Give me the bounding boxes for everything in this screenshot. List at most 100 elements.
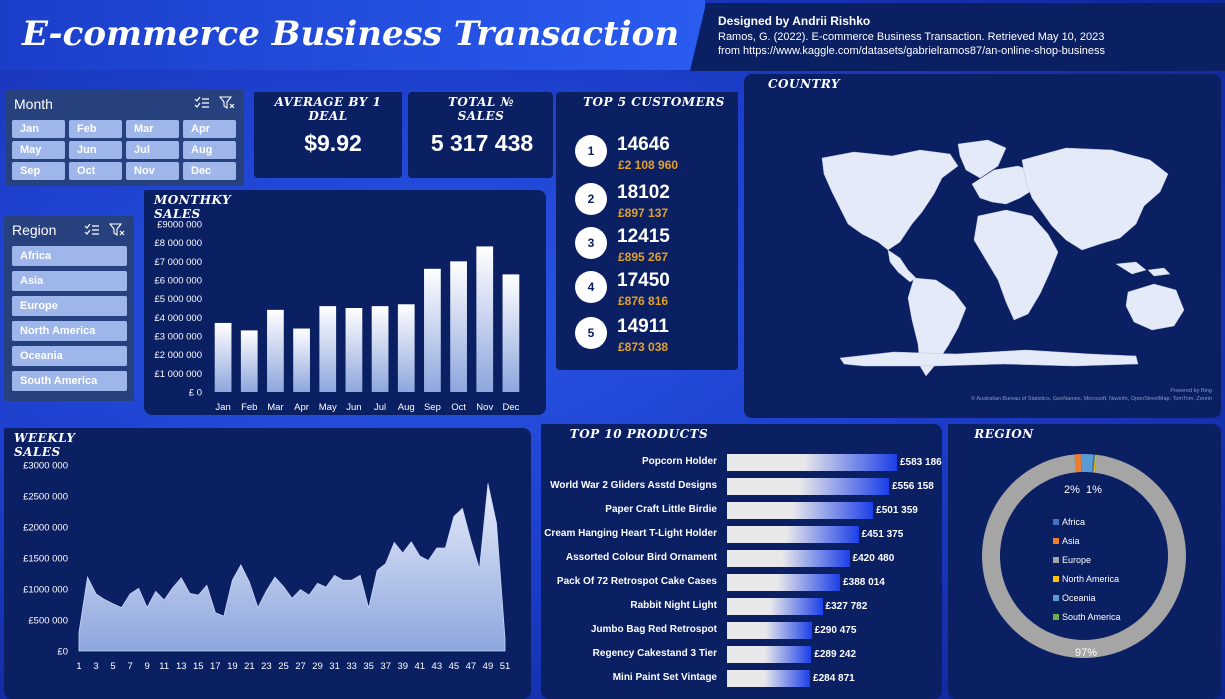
monthly-bar-apr[interactable] [293, 328, 310, 392]
month-button-jun[interactable]: Jun [69, 141, 122, 159]
monthly-x-tick: Sep [424, 402, 441, 413]
product-value: £388 014 [843, 577, 885, 588]
map-attribution: © Australian Bureau of Statistics, GeoNa… [971, 395, 1212, 402]
monthly-x-tick: Oct [451, 402, 466, 413]
product-name: Popcorn Holder [641, 456, 717, 467]
customer-id: 12415 [617, 226, 670, 247]
region-slice-asia[interactable] [1074, 454, 1082, 473]
region-slice-south-america[interactable] [1092, 454, 1096, 473]
month-button-dec[interactable]: Dec [183, 162, 236, 180]
product-value: £556 158 [892, 481, 934, 492]
month-button-aug[interactable]: Aug [183, 141, 236, 159]
weekly-x-tick: 41 [415, 661, 426, 672]
legend-swatch [1053, 614, 1059, 620]
region-button-north-america[interactable]: North America [12, 321, 127, 341]
product-bar[interactable] [727, 622, 812, 639]
month-button-nov[interactable]: Nov [126, 162, 179, 180]
customer-rank-badge: 1 [575, 135, 607, 167]
weekly-x-tick: 3 [93, 661, 98, 672]
legend-label: North America [1062, 574, 1119, 584]
monthly-y-tick: £ 0 [189, 388, 202, 399]
month-button-sep[interactable]: Sep [12, 162, 65, 180]
monthly-bar-oct[interactable] [450, 261, 467, 392]
region-slice-north-america[interactable] [1093, 454, 1097, 473]
legend-swatch [1053, 576, 1059, 582]
customer-rank-badge: 4 [575, 271, 607, 303]
monthly-x-tick: Feb [241, 402, 257, 413]
month-button-jul[interactable]: Jul [126, 141, 179, 159]
product-bar[interactable] [727, 454, 897, 471]
month-button-apr[interactable]: Apr [183, 120, 236, 138]
month-button-may[interactable]: May [12, 141, 65, 159]
clear-filter-icon[interactable] [109, 223, 125, 237]
credit-author: Designed by Andrii Rishko [718, 14, 871, 28]
region-slice-oceania[interactable] [1080, 454, 1094, 473]
product-name: Mini Paint Set Vintage [612, 672, 717, 683]
monthly-bar-aug[interactable] [397, 304, 415, 392]
monthly-x-tick: Jun [346, 402, 361, 413]
region-button-africa[interactable]: Africa [12, 246, 127, 266]
product-value: £501 359 [876, 505, 918, 516]
country-map-card: Powered by Bing © Australian Bureau of S… [744, 74, 1221, 418]
monthly-bar-may[interactable] [319, 306, 337, 392]
monthly-sales-title: MONTHKY SALES [144, 190, 276, 224]
monthly-x-tick: Apr [294, 402, 309, 413]
product-bar[interactable] [727, 478, 890, 495]
weekly-x-tick: 15 [193, 661, 204, 672]
weekly-x-tick: 31 [329, 661, 340, 672]
customer-amount: £2 108 960 [618, 158, 679, 172]
region-percent-label: 1% [1086, 484, 1102, 496]
region-slice-africa[interactable] [1091, 454, 1095, 473]
country-title: COUNTRY [758, 74, 856, 94]
product-bar[interactable] [727, 550, 850, 567]
clear-filter-icon[interactable] [219, 96, 235, 110]
weekly-x-tick: 1 [76, 661, 81, 672]
weekly-sales-area[interactable] [78, 483, 506, 652]
monthly-bar-jul[interactable] [371, 306, 389, 392]
monthly-bar-feb[interactable] [240, 330, 258, 392]
world-map[interactable]: Powered by Bing © Australian Bureau of S… [744, 74, 1221, 418]
monthly-y-tick: £7 000 000 [154, 257, 202, 268]
month-button-feb[interactable]: Feb [69, 120, 122, 138]
monthly-bar-nov[interactable] [476, 246, 494, 392]
month-button-jan[interactable]: Jan [12, 120, 65, 138]
product-name: Rabbit Night Light [630, 600, 717, 611]
top-products-title: TOP 10 PRODUCTS [541, 424, 737, 444]
month-button-mar[interactable]: Mar [126, 120, 179, 138]
customer-amount: £897 137 [618, 206, 669, 220]
customer-id: 14911 [617, 316, 669, 337]
monthly-bar-dec[interactable] [502, 274, 520, 392]
product-bar[interactable] [727, 670, 811, 687]
region-button-south-america[interactable]: South America [12, 371, 127, 391]
weekly-x-tick: 45 [449, 661, 460, 672]
legend-label: Oceania [1062, 593, 1096, 603]
weekly-x-tick: 17 [210, 661, 221, 672]
monthly-sales-chart: £ 0 £1 000 000 £2 000 000 £3 000 000 £4 000 … [154, 220, 520, 414]
monthly-x-tick: Dec [502, 402, 519, 413]
weekly-x-tick: 13 [176, 661, 187, 672]
monthly-y-tick: £3 000 000 [154, 332, 202, 343]
monthly-bar-sep[interactable] [424, 268, 441, 392]
region-button-oceania[interactable]: Oceania [12, 346, 127, 366]
legend-swatch [1053, 519, 1059, 525]
region-button-asia[interactable]: Asia [12, 271, 127, 291]
product-bar[interactable] [727, 646, 812, 663]
product-bar[interactable] [727, 574, 841, 591]
legend-label: South America [1062, 612, 1121, 622]
monthly-bar-jun[interactable] [345, 308, 363, 392]
region-percent-label: 97% [1075, 647, 1097, 659]
month-button-oct[interactable]: Oct [69, 162, 122, 180]
weekly-x-tick: 9 [145, 661, 150, 672]
region-button-europe[interactable]: Europe [12, 296, 127, 316]
top-customers-title: TOP 5 CUSTOMERS [570, 92, 738, 112]
weekly-x-tick: 21 [244, 661, 255, 672]
monthly-bar-mar[interactable] [267, 309, 284, 392]
multi-select-icon[interactable] [84, 223, 100, 237]
product-bar[interactable] [727, 598, 823, 615]
monthly-bar-jan[interactable] [214, 322, 232, 392]
product-bar[interactable] [727, 502, 874, 519]
product-bar[interactable] [727, 526, 859, 543]
weekly-x-tick: 37 [380, 661, 391, 672]
region-slicer-title: Region [12, 222, 57, 238]
multi-select-icon[interactable] [194, 96, 210, 110]
